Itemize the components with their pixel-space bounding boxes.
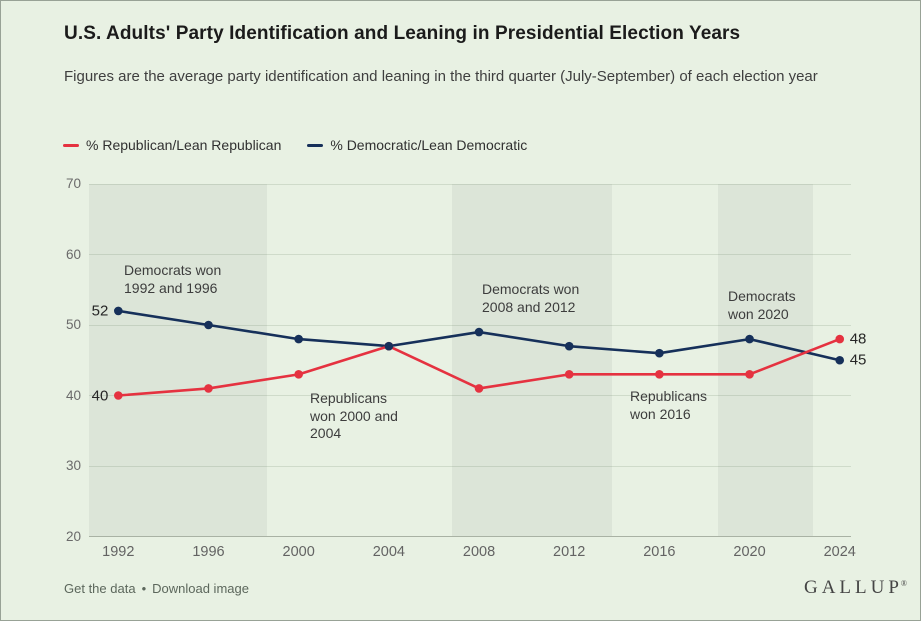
chart-annotation-line: 2004: [310, 425, 342, 441]
chart-annotation: Democrats won 1992 and 1996: [124, 262, 221, 297]
data-point[interactable]: [835, 334, 845, 344]
data-point[interactable]: [384, 341, 394, 351]
y-axis-label: 30: [65, 458, 81, 473]
chart-annotation-line: Republicans: [310, 390, 388, 406]
legend: % Republican/Lean Republican % Democrati…: [63, 137, 527, 153]
winner-band: [717, 184, 813, 537]
data-point[interactable]: [745, 334, 754, 344]
gridline: [89, 395, 851, 396]
winner-band: [89, 184, 268, 537]
chart-annotation-line: won 2020: [728, 305, 789, 322]
gridline: [89, 183, 851, 185]
legend-label-republican: % Republican/Lean Republican: [86, 137, 282, 153]
gridline: [89, 254, 851, 255]
chart-annotation-line: Democrats won: [482, 281, 580, 297]
chart-annotation-line: Democrats: [728, 288, 796, 304]
data-point[interactable]: [564, 370, 574, 379]
page-title: U.S. Adults' Party Identification and Le…: [64, 23, 741, 44]
x-axis-label: 2024: [823, 543, 856, 560]
chart-annotation: Democrats won 2020: [728, 288, 796, 323]
x-axis-label: 2000: [282, 543, 315, 560]
chart-annotation-line: won 2000 and: [310, 407, 398, 424]
point-value-label: 52: [91, 302, 109, 320]
chart-annotation-line: won 2016: [630, 405, 691, 422]
chart-annotation: Republicans won 2000 and 2004: [310, 390, 398, 443]
data-point[interactable]: [204, 320, 213, 330]
gridline: [89, 465, 851, 467]
x-axis-label: 1992: [102, 543, 135, 560]
democratic-line-swatch: [307, 143, 324, 147]
x-axis-label: 2020: [733, 543, 766, 560]
chart-annotation: Democrats won 2008 and 2012: [482, 281, 579, 316]
point-value-label: 40: [91, 387, 109, 404]
registered-mark: ®: [900, 578, 907, 588]
data-point[interactable]: [114, 306, 123, 316]
data-point[interactable]: [745, 370, 754, 379]
data-point[interactable]: [655, 348, 664, 358]
legend-label-democratic: % Democratic/Lean Democratic: [330, 137, 528, 153]
x-axis-label: 2012: [553, 543, 586, 560]
data-point[interactable]: [655, 370, 664, 379]
x-axis-label: 2016: [643, 543, 676, 560]
gridline: [89, 536, 851, 537]
data-point[interactable]: [114, 391, 123, 400]
data-point[interactable]: [835, 355, 845, 365]
winner-band: [451, 184, 613, 537]
chart-annotation-line: Democrats won: [124, 262, 222, 278]
plot-area: [114, 306, 845, 400]
y-axis-label: 20: [65, 528, 81, 544]
y-axis-label: 60: [65, 246, 81, 262]
y-axis-label: 70: [65, 176, 81, 191]
gallup-logo: GALLUP®: [804, 577, 907, 599]
legend-item-republican: % Republican/Lean Republican: [63, 137, 281, 153]
data-point[interactable]: [204, 384, 213, 393]
gridline: [89, 324, 851, 326]
chart-annotation: Republicans won 2016: [630, 388, 707, 423]
chart-subtitle: Figures are the average party identifica…: [64, 68, 818, 85]
get-the-data-link[interactable]: Get the data: [64, 581, 136, 596]
data-point[interactable]: [294, 334, 303, 344]
y-axis-label: 40: [65, 387, 81, 403]
x-axis-label: 2004: [372, 543, 405, 560]
point-value-label: 45: [849, 351, 867, 369]
data-point[interactable]: [564, 341, 574, 351]
x-axis-label: 2008: [462, 543, 496, 560]
x-axis-label: 1996: [192, 543, 225, 560]
point-value-label: 48: [849, 330, 867, 348]
data-point[interactable]: [294, 370, 303, 379]
chart-annotation-line: 2008 and 2012: [482, 298, 576, 315]
chart-annotation-line: 1992 and 1996: [124, 279, 218, 296]
gallup-wordmark: GALLUP: [803, 577, 903, 598]
data-point[interactable]: [474, 384, 484, 393]
footer-separator: •: [141, 581, 147, 596]
legend-item-democratic: % Democratic/Lean Democratic: [307, 137, 527, 153]
footer-links: Get the data • Download image: [64, 581, 249, 596]
y-axis-label: 50: [65, 317, 81, 332]
download-image-link[interactable]: Download image: [152, 581, 249, 596]
data-point[interactable]: [474, 327, 484, 337]
chart-annotation-line: Republicans: [630, 388, 708, 404]
republican-line-swatch: [63, 143, 79, 147]
